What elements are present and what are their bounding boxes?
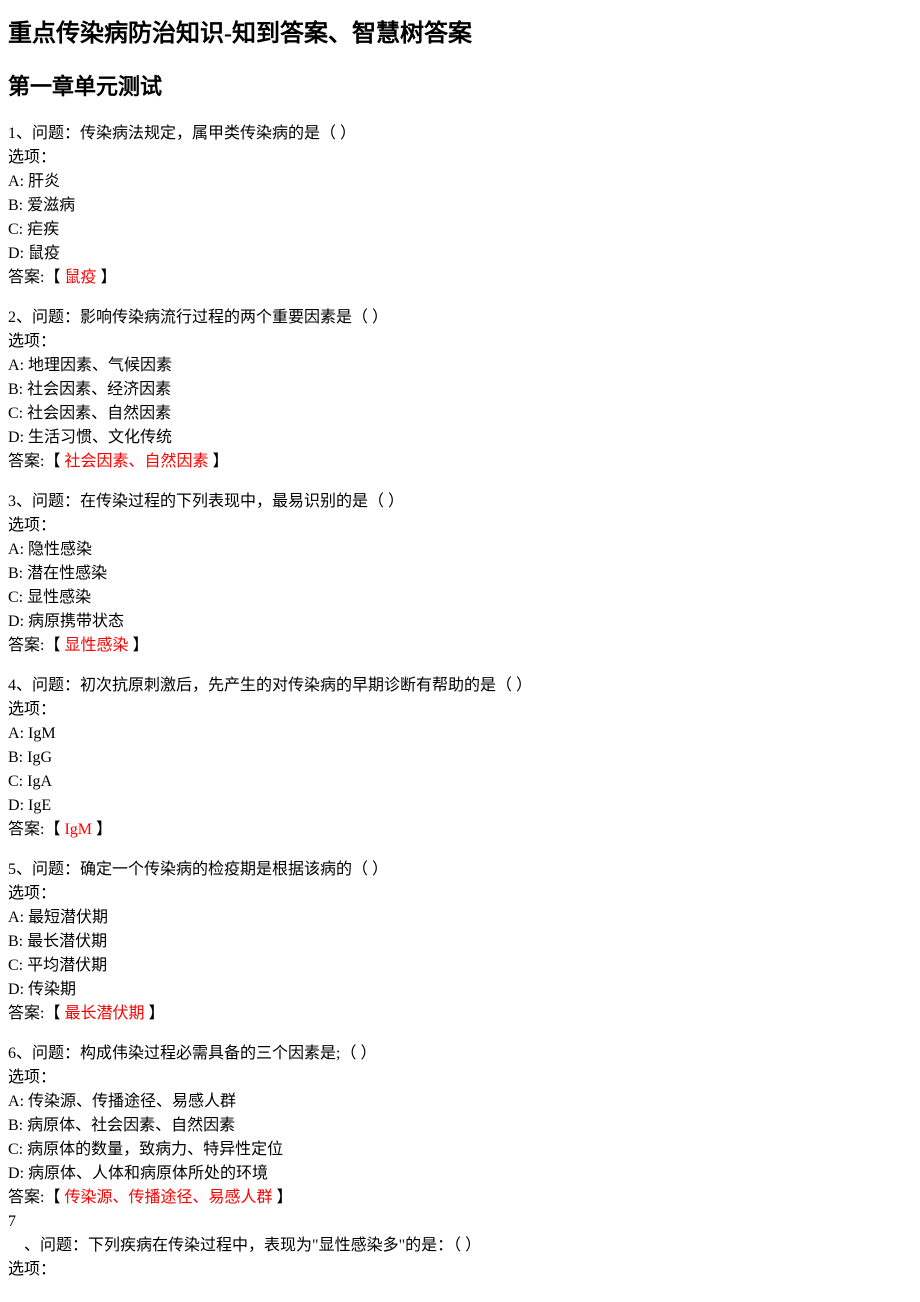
option-d: D: 病原携带状态 xyxy=(8,613,124,630)
options-label: 选项： xyxy=(8,701,56,718)
option-d: D: 生活习惯、文化传统 xyxy=(8,429,172,446)
question-block-1: 1、问题：传染病法规定，属甲类传染病的是（ ） 选项： A: 肝炎 B: 爱滋病… xyxy=(8,122,912,290)
answer-label: 答案: xyxy=(8,821,44,838)
answer-text: 最长潜伏期 xyxy=(64,1005,144,1022)
option-c: C: 病原体的数量，致病力、特异性定位 xyxy=(8,1141,283,1158)
answer-text: 显性感染 xyxy=(64,637,128,654)
answer-text: IgM xyxy=(64,821,92,838)
question-number: 3 xyxy=(8,493,16,510)
bracket-close: 】 xyxy=(96,269,116,286)
answer-label: 答案: xyxy=(8,1189,44,1206)
options-label: 选项： xyxy=(8,1069,56,1086)
answer-label: 答案: xyxy=(8,637,44,654)
option-c: C: 平均潜伏期 xyxy=(8,957,107,974)
question-prefix-7: 、问题： xyxy=(24,1237,88,1254)
option-c: C: 社会因素、自然因素 xyxy=(8,405,171,422)
option-b: B: 爱滋病 xyxy=(8,197,75,214)
question-text: 初次抗原刺激后，先产生的对传染病的早期诊断有帮助的是（ ） xyxy=(80,677,532,694)
option-b: B: 最长潜伏期 xyxy=(8,933,107,950)
option-a: A: 肝炎 xyxy=(8,173,60,190)
option-d: D: 病原体、人体和病原体所处的环境 xyxy=(8,1165,268,1182)
answer-label: 答案: xyxy=(8,1005,44,1022)
bracket-open: 【 xyxy=(44,637,60,654)
option-b: B: 病原体、社会因素、自然因素 xyxy=(8,1117,235,1134)
options-label-7: 选项： xyxy=(8,1261,56,1278)
chapter-title: 第一章单元测试 xyxy=(8,70,912,103)
options-label: 选项： xyxy=(8,885,56,902)
option-a: A: 传染源、传播途径、易感人群 xyxy=(8,1093,236,1110)
question-text: 确定一个传染病的检疫期是根据该病的（ ） xyxy=(80,861,388,878)
question-block-3: 3、问题：在传染过程的下列表现中，最易识别的是（ ） 选项： A: 隐性感染 B… xyxy=(8,490,912,658)
option-a: A: 隐性感染 xyxy=(8,541,92,558)
bracket-open: 【 xyxy=(44,269,60,286)
answer-text: 传染源、传播途径、易感人群 xyxy=(64,1189,272,1206)
question-block-6: 6、问题：构成伟染过程必需具备的三个因素是;（ ） 选项： A: 传染源、传播途… xyxy=(8,1042,912,1282)
question-text: 在传染过程的下列表现中，最易识别的是（ ） xyxy=(80,493,404,510)
option-d: D: IgE xyxy=(8,797,51,814)
question-number: 4 xyxy=(8,677,16,694)
options-label: 选项： xyxy=(8,517,56,534)
bracket-open: 【 xyxy=(44,821,60,838)
option-c: C: 疟疾 xyxy=(8,221,59,238)
question-number: 6 xyxy=(8,1045,16,1062)
question-text: 影响传染病流行过程的两个重要因素是（ ） xyxy=(80,309,388,326)
bracket-close: 】 xyxy=(272,1189,292,1206)
answer-label: 答案: xyxy=(8,453,44,470)
question-text: 传染病法规定，属甲类传染病的是（ ） xyxy=(80,125,356,142)
question-block-5: 5、问题：确定一个传染病的检疫期是根据该病的（ ） 选项： A: 最短潜伏期 B… xyxy=(8,858,912,1026)
bracket-close: 】 xyxy=(208,453,228,470)
question-text: 构成伟染过程必需具备的三个因素是;（ ） xyxy=(80,1045,376,1062)
question-prefix: 、问题： xyxy=(16,309,80,326)
option-a: A: IgM xyxy=(8,725,56,742)
question-prefix: 、问题： xyxy=(16,677,80,694)
answer-label: 答案: xyxy=(8,269,44,286)
option-a: A: 地理因素、气候因素 xyxy=(8,357,172,374)
option-b: B: 社会因素、经济因素 xyxy=(8,381,171,398)
question-prefix: 、问题： xyxy=(16,861,80,878)
answer-text: 社会因素、自然因素 xyxy=(64,453,208,470)
question-prefix: 、问题： xyxy=(16,125,80,142)
option-b: B: 潜在性感染 xyxy=(8,565,107,582)
options-label: 选项： xyxy=(8,333,56,350)
option-d: D: 鼠疫 xyxy=(8,245,60,262)
option-a: A: 最短潜伏期 xyxy=(8,909,108,926)
option-c: C: IgA xyxy=(8,773,52,790)
question-block-4: 4、问题：初次抗原刺激后，先产生的对传染病的早期诊断有帮助的是（ ） 选项： A… xyxy=(8,674,912,842)
bracket-close: 】 xyxy=(128,637,148,654)
question-text-7: 下列疾病在传染过程中，表现为"显性感染多"的是：（ ） xyxy=(88,1237,481,1254)
main-title: 重点传染病防治知识-知到答案、智慧树答案 xyxy=(8,16,912,52)
bracket-open: 【 xyxy=(44,453,60,470)
option-c: C: 显性感染 xyxy=(8,589,91,606)
options-label: 选项： xyxy=(8,149,56,166)
question-number: 1 xyxy=(8,125,16,142)
question-number-7: 7 xyxy=(8,1213,16,1230)
question-number: 2 xyxy=(8,309,16,326)
question-block-2: 2、问题：影响传染病流行过程的两个重要因素是（ ） 选项： A: 地理因素、气候… xyxy=(8,306,912,474)
bracket-close: 】 xyxy=(92,821,112,838)
answer-text: 鼠疫 xyxy=(64,269,96,286)
option-b: B: IgG xyxy=(8,749,52,766)
question-prefix: 、问题： xyxy=(16,1045,80,1062)
bracket-open: 【 xyxy=(44,1005,60,1022)
question-prefix: 、问题： xyxy=(16,493,80,510)
bracket-close: 】 xyxy=(144,1005,164,1022)
option-d: D: 传染期 xyxy=(8,981,76,998)
bracket-open: 【 xyxy=(44,1189,60,1206)
question-number: 5 xyxy=(8,861,16,878)
